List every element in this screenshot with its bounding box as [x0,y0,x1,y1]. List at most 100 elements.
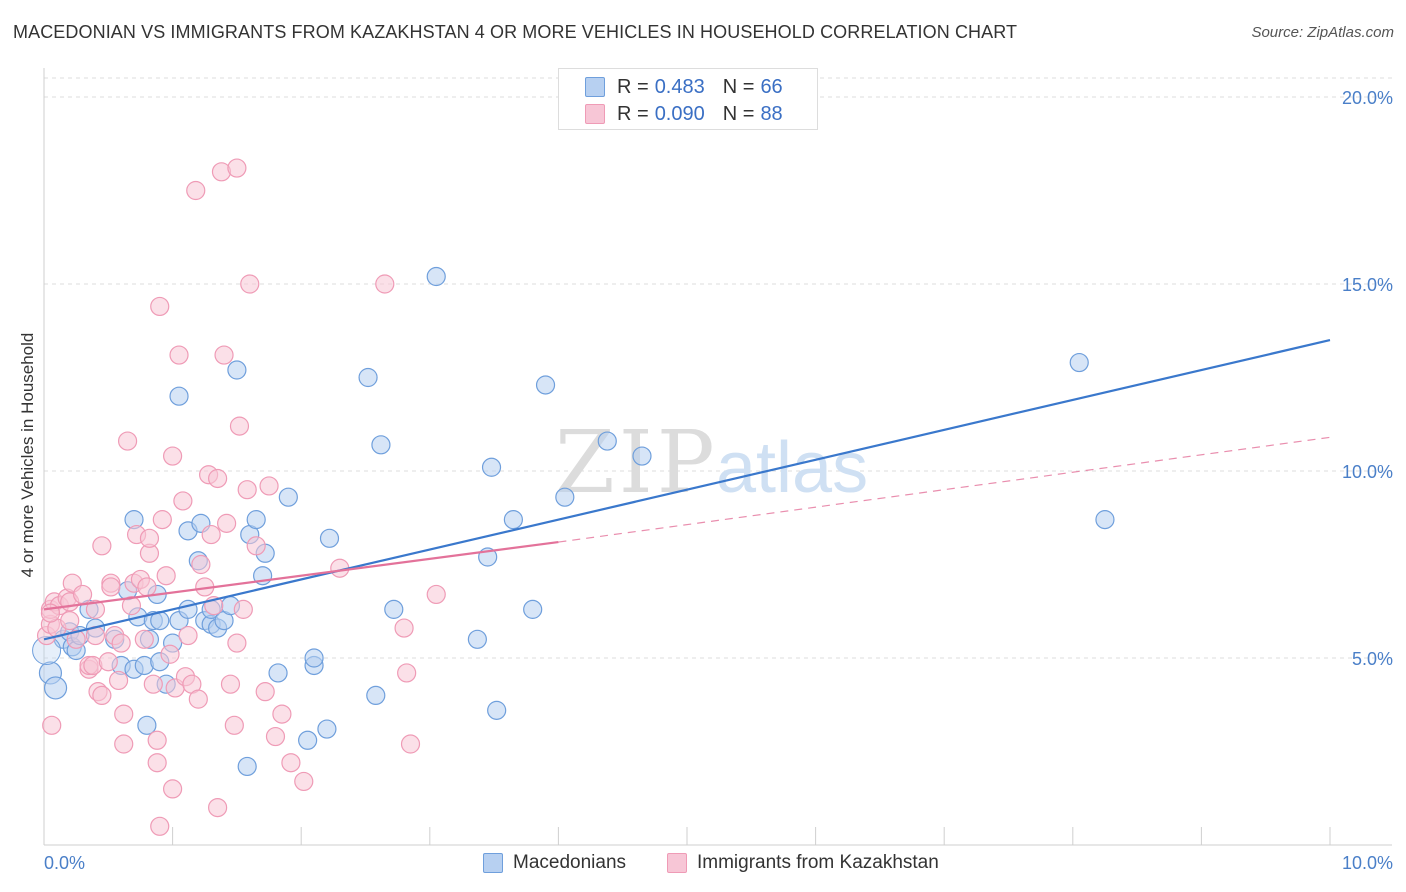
data-point [371,435,391,455]
data-point [114,704,134,724]
data-point [72,584,93,605]
stats-row-macedonians: R = 0.483 N = 66 [585,74,783,100]
data-point [186,180,206,201]
data-point [358,367,378,388]
data-point [237,756,257,777]
data-point [281,753,301,773]
stats-legend: R = 0.483 N = 66 R = 0.090 N = 88 [558,68,818,130]
data-point [227,633,247,653]
data-point [255,682,275,702]
legend-swatch-kazakhstan [667,853,687,873]
data-point [143,674,163,694]
data-point [227,360,247,380]
data-point [188,689,208,709]
r-value: 0.483 [654,75,705,98]
data-point [298,730,318,750]
data-point [66,629,86,649]
data-point [43,676,68,700]
y-tick-label: 10.0% [1342,462,1393,482]
data-point [117,431,138,451]
data-point [597,431,617,451]
data-point [246,536,266,556]
x-tick-label: 10.0% [1342,853,1393,873]
data-point [503,510,523,530]
data-point [98,652,118,672]
data-point [134,629,154,649]
axes [43,68,1392,846]
data-point [555,487,575,507]
data-point [139,528,160,548]
data-point [191,554,211,575]
data-point [114,734,134,754]
data-point [467,629,487,649]
swatch-macedonians [585,77,605,97]
data-point [173,491,193,511]
x-tick-label: 0.0% [44,853,85,873]
data-point [426,266,446,287]
data-point [156,566,176,586]
data-point [268,663,288,683]
data-point [178,599,198,619]
data-point [272,704,292,724]
trend-line-macedonians [43,339,1331,641]
data-point [152,510,172,530]
swatch-kazakhstan [585,104,605,124]
r-label: R = [617,102,649,125]
legend-swatch-macedonians [483,853,503,873]
data-point [111,633,131,653]
data-point [220,674,241,694]
watermark: ZIP atlas [555,413,868,513]
data-point [163,446,183,466]
legend-item-macedonians[interactable]: Macedonians [483,852,626,874]
data-point [294,771,314,792]
watermark-zip: ZIP [555,413,719,513]
data-point [523,599,543,619]
data-point [108,670,129,691]
data-point [150,816,170,836]
data-point [237,480,257,500]
y-tick-label: 5.0% [1352,649,1393,669]
data-point [535,375,556,395]
y-tick-label: 20.0% [1342,88,1393,108]
data-point [121,596,142,616]
data-point [233,599,253,619]
data-point [375,274,395,294]
n-value: 88 [760,102,783,125]
data-point [137,715,157,735]
r-value: 0.090 [654,102,705,125]
data-point [304,648,324,668]
data-point [384,599,404,619]
data-point [217,513,237,533]
data-point [214,345,234,365]
data-point [42,715,62,735]
data-point [632,446,652,466]
data-point [92,536,112,556]
data-point [208,797,228,818]
data-point [169,386,189,406]
data-point [426,584,446,605]
data-point [169,345,189,365]
data-point [246,510,266,530]
n-label: N = [722,102,755,125]
data-point [101,577,121,597]
data-point [150,296,170,317]
trend-extension-kazakhstan [558,436,1331,543]
legend-label-macedonians: Macedonians [513,852,627,873]
chart-title: MACEDONIAN VS IMMIGRANTS FROM KAZAKHSTAN… [13,22,1018,42]
data-point [400,734,421,754]
data-point [259,476,279,496]
data-point [1095,510,1115,530]
data-point [178,625,198,646]
trend-line-kazakhstan [43,540,559,611]
n-value: 66 [760,75,783,98]
data-point [265,726,286,747]
legend-item-kazakhstan[interactable]: Immigrants from Kazakhstan [667,852,939,874]
stats-row-kazakhstan: R = 0.090 N = 88 [585,101,783,127]
data-point [208,468,228,489]
data-point [160,644,180,664]
data-point [137,577,157,597]
data-point [317,719,337,739]
data-point [85,599,106,619]
r-label: R = [617,75,649,98]
